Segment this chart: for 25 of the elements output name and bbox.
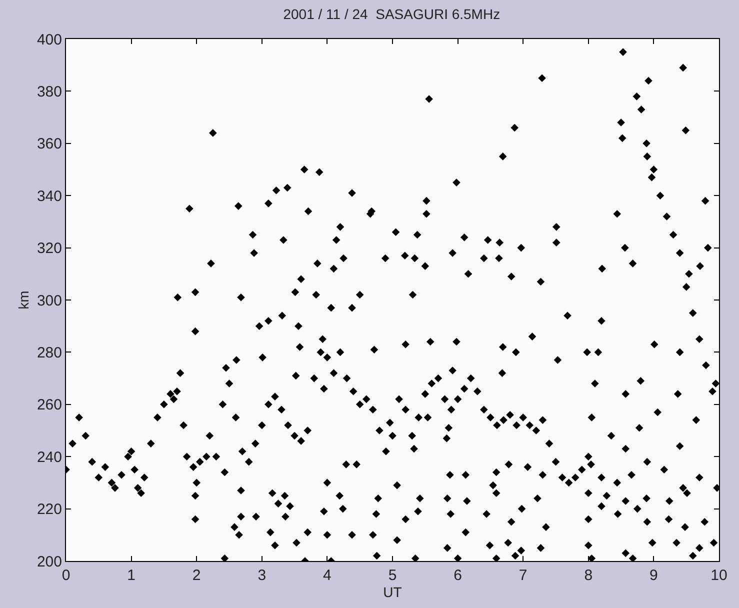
y-axis-title: km (16, 290, 32, 310)
x-tick-label: 4 (323, 567, 332, 584)
x-tick-label: 1 (127, 567, 136, 584)
y-tick-label: 320 (36, 240, 62, 258)
y-tick-label: 300 (36, 292, 62, 310)
x-tick-label: 2 (192, 567, 201, 584)
y-tick-label: 260 (36, 396, 62, 414)
x-tick-label: 0 (62, 567, 70, 584)
x-tick-label: 10 (710, 567, 728, 584)
y-tick-label: 400 (36, 31, 62, 48)
x-tick-label: 3 (258, 567, 266, 584)
y-tick-label: 340 (36, 188, 62, 205)
y-tick-label: 280 (36, 344, 62, 362)
chart-title: 2001 / 11 / 24 SASAGURI 6.5MHz (283, 6, 500, 22)
y-tick-label: 240 (36, 448, 62, 466)
y-tick-label: 200 (36, 553, 62, 570)
x-axis-title: UT (383, 584, 402, 600)
y-tick-label: 380 (36, 83, 62, 100)
x-tick-label: 8 (584, 567, 593, 584)
x-tick-label: 9 (650, 567, 658, 584)
x-tick-label: 6 (454, 567, 462, 584)
y-tick-label: 220 (36, 501, 62, 518)
y-tick-label: 360 (36, 136, 62, 153)
x-tick-label: 5 (388, 567, 397, 584)
x-tick-label: 7 (518, 567, 528, 584)
